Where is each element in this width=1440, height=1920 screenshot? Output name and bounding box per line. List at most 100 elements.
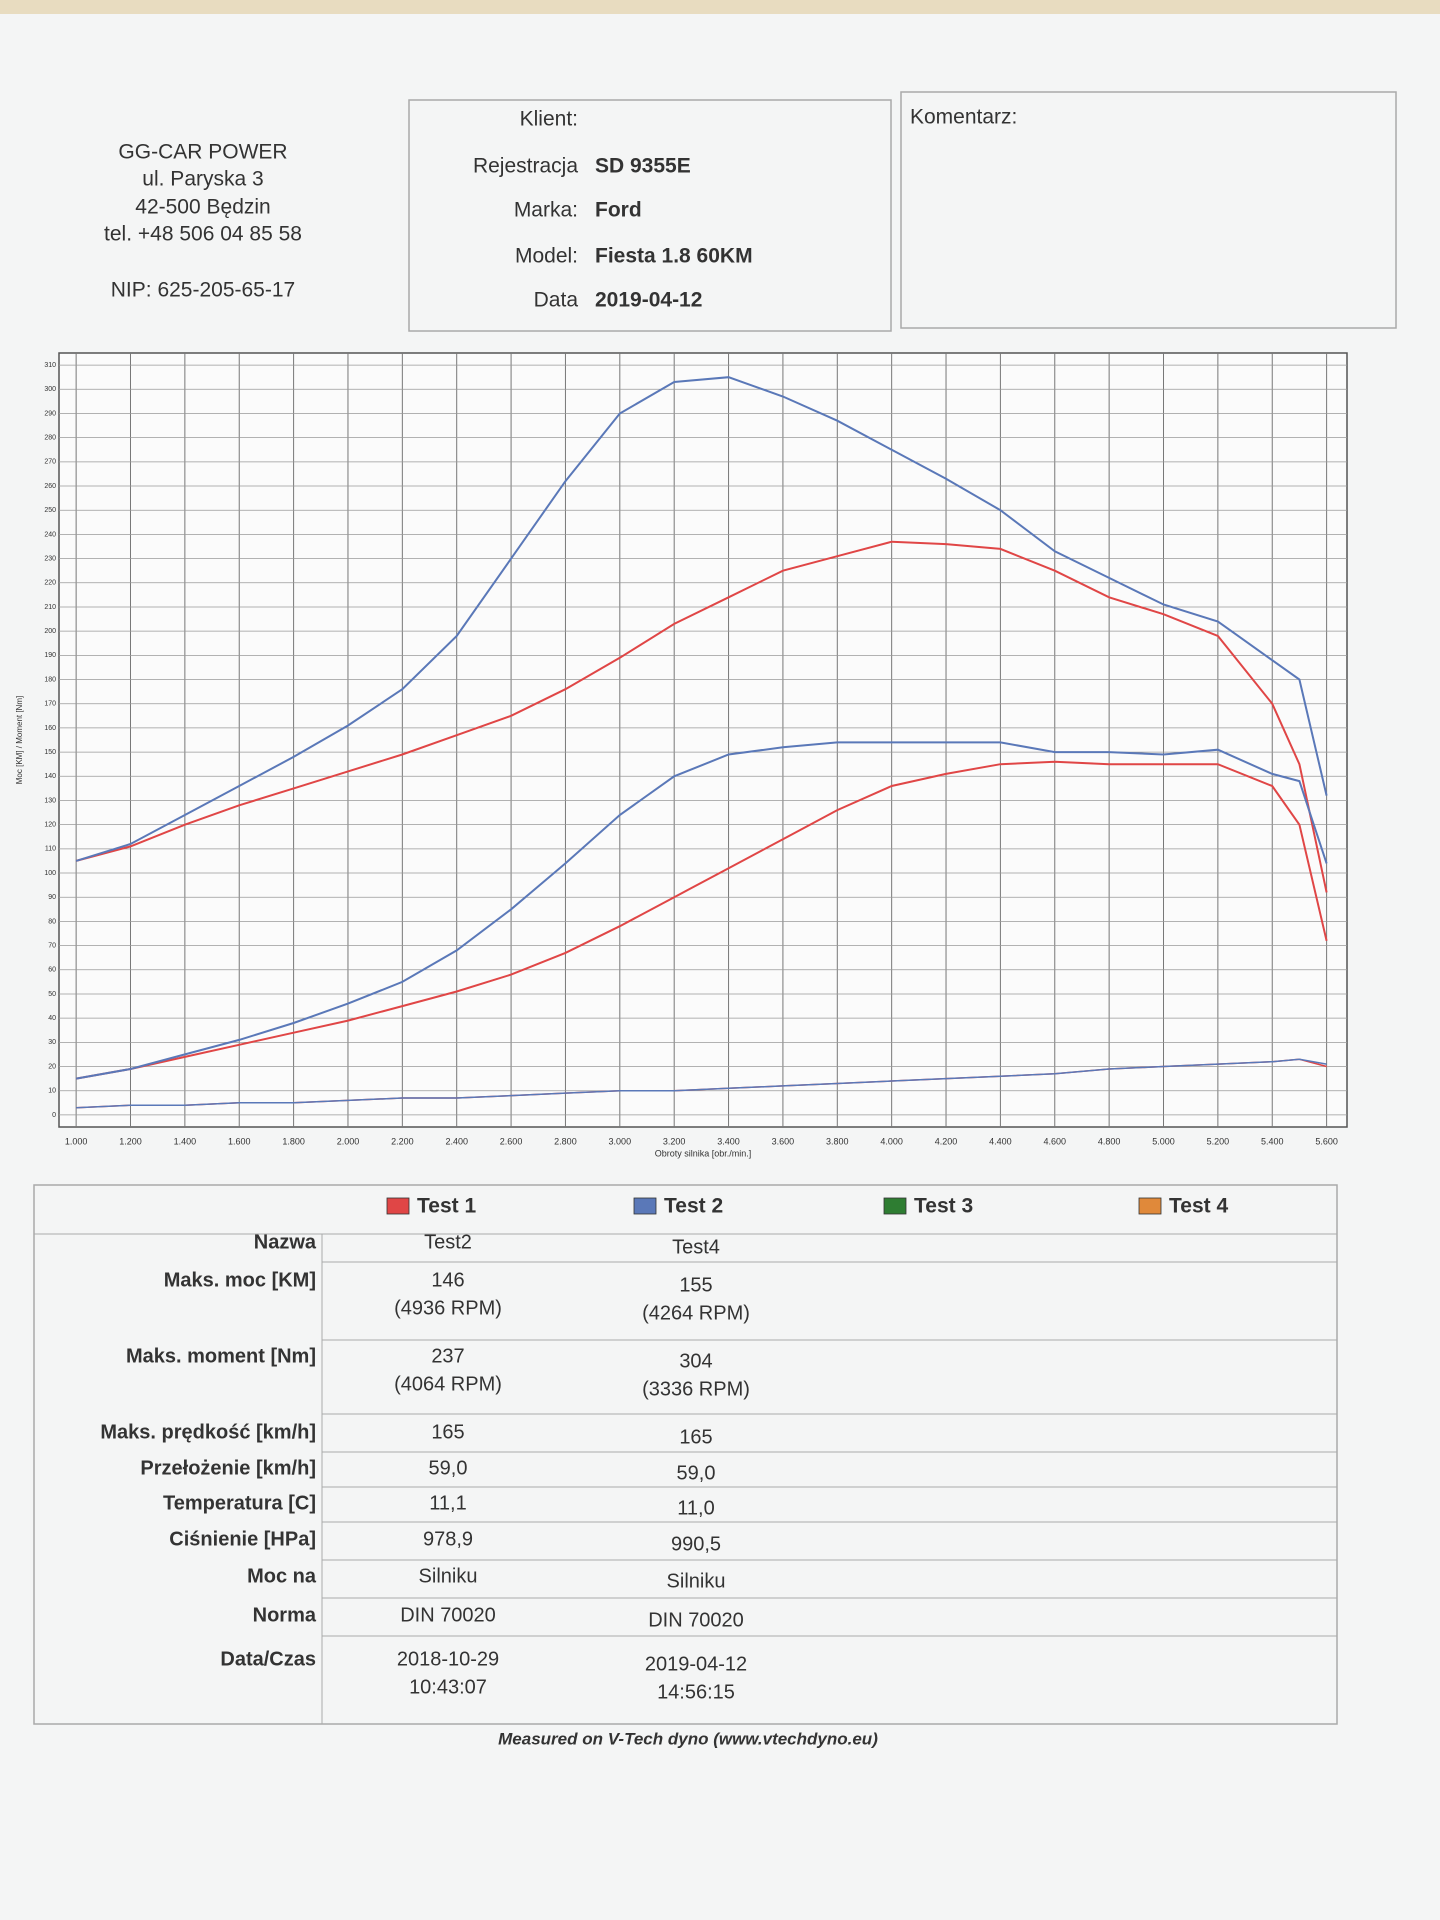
y-axis-label: Moc [KM] / Moment [Nm] — [15, 696, 24, 784]
company-street: ul. Paryska 3 — [142, 168, 263, 191]
table-frame — [33, 1184, 1338, 1725]
comment-label: Komentarz: — [910, 106, 1017, 129]
plot-area — [58, 352, 1348, 1128]
x-tick-label: 2.400 — [445, 1136, 468, 1146]
legend-swatch — [1138, 1197, 1162, 1215]
y-tick-label: 180 — [44, 676, 56, 683]
y-tick-label: 0 — [52, 1112, 56, 1119]
field-label: Klient: — [520, 108, 578, 131]
x-tick-label: 2.200 — [391, 1136, 414, 1146]
x-tick-label: 3.200 — [663, 1136, 686, 1146]
y-tick-label: 140 — [44, 773, 56, 780]
cell-text: 2019-04-12 — [645, 1653, 747, 1675]
cell-text: (3336 RPM) — [642, 1378, 750, 1400]
y-tick-label: 200 — [44, 628, 56, 635]
y-tick-label: 60 — [48, 967, 56, 974]
field-value: Ford — [595, 199, 642, 222]
cell-text: 11,0 — [677, 1497, 714, 1519]
x-tick-label: 4.600 — [1044, 1136, 1067, 1146]
background-strip — [0, 0, 1440, 14]
vehicle-box — [408, 99, 892, 332]
y-tick-label: 150 — [44, 749, 56, 756]
y-tick-label: 90 — [48, 894, 56, 901]
x-tick-label: 3.600 — [772, 1136, 795, 1146]
loss-curve — [76, 1058, 1327, 1109]
x-tick-label: 2.600 — [500, 1136, 523, 1146]
company-phone: tel. +48 506 04 85 58 — [104, 223, 302, 246]
row-label: Przełożenie [km/h] — [140, 1457, 316, 1479]
legend-label: Test 1 — [417, 1195, 476, 1218]
y-tick-label: 210 — [44, 604, 56, 611]
cell-text: (4264 RPM) — [642, 1302, 750, 1324]
y-tick-label: 190 — [44, 652, 56, 659]
comment-box — [900, 91, 1397, 329]
y-tick-label: 170 — [44, 701, 56, 708]
y-tick-label: 290 — [44, 410, 56, 417]
x-tick-label: 3.800 — [826, 1136, 849, 1146]
x-tick-label: 4.000 — [880, 1136, 903, 1146]
x-tick-label: 5.200 — [1207, 1136, 1230, 1146]
cell-text: 59,0 — [677, 1462, 716, 1484]
company-name: GG-CAR POWER — [118, 141, 287, 164]
y-tick-label: 300 — [44, 386, 56, 393]
field-label: Marka: — [514, 199, 578, 222]
field-label: Rejestracja — [473, 155, 578, 178]
x-tick-label: 3.400 — [717, 1136, 740, 1146]
x-tick-label: 5.600 — [1315, 1136, 1338, 1146]
x-tick-label: 4.200 — [935, 1136, 958, 1146]
cell-text: 14:56:15 — [657, 1681, 735, 1703]
cell-text: 990,5 — [671, 1533, 721, 1555]
x-axis-label: Obroty silnika [obr./min.] — [655, 1148, 752, 1158]
field-value: Fiesta 1.8 60KM — [595, 245, 753, 268]
cell-text: 978,9 — [423, 1528, 473, 1550]
power-curve — [75, 760, 1328, 1080]
cell-text: 146 — [431, 1269, 464, 1291]
y-tick-label: 10 — [48, 1088, 56, 1095]
legend-label: Test 2 — [664, 1195, 723, 1218]
cell-text: DIN 70020 — [400, 1604, 496, 1626]
y-tick-label: 120 — [44, 822, 56, 829]
x-tick-label: 4.800 — [1098, 1136, 1121, 1146]
y-tick-label: 20 — [48, 1063, 56, 1070]
x-tick-label: 4.400 — [989, 1136, 1012, 1146]
company-nip: NIP: 625-205-65-17 — [111, 279, 295, 302]
x-tick-label: 5.400 — [1261, 1136, 1284, 1146]
cell-text: 155 — [679, 1274, 712, 1296]
y-tick-label: 240 — [44, 531, 56, 538]
cell-text: Silniku — [667, 1570, 726, 1592]
cell-text: 237 — [431, 1345, 464, 1367]
y-tick-label: 30 — [48, 1039, 56, 1046]
row-label: Maks. prędkość [km/h] — [100, 1421, 316, 1443]
y-tick-label: 270 — [44, 459, 56, 466]
cell-text: 165 — [431, 1421, 464, 1443]
y-tick-label: 110 — [45, 846, 56, 853]
y-tick-label: 100 — [44, 870, 56, 877]
row-label: Data/Czas — [220, 1648, 316, 1670]
power-curve — [75, 741, 1328, 1080]
y-tick-label: 250 — [44, 507, 56, 514]
y-tick-label: 220 — [44, 580, 56, 587]
field-label: Model: — [515, 245, 578, 268]
row-label: Norma — [253, 1604, 317, 1626]
company-city: 42-500 Będzin — [135, 196, 270, 219]
x-tick-label: 5.000 — [1152, 1136, 1175, 1146]
legend-swatch — [633, 1197, 657, 1215]
torque-curve — [75, 376, 1328, 862]
row-label: Nazwa — [254, 1231, 317, 1253]
y-tick-label: 130 — [44, 797, 56, 804]
field-value: 2019-04-12 — [595, 289, 702, 312]
row-label: Moc na — [247, 1565, 317, 1587]
legend-swatch — [883, 1197, 907, 1215]
y-tick-label: 310 — [44, 362, 56, 369]
cell-text: 59,0 — [429, 1457, 468, 1479]
y-tick-label: 160 — [44, 725, 56, 732]
cell-text: 10:43:07 — [409, 1676, 487, 1698]
cell-text: 304 — [679, 1350, 712, 1372]
x-tick-label: 1.000 — [65, 1136, 88, 1146]
cell-text: 11,1 — [429, 1492, 466, 1514]
legend-swatch — [386, 1197, 410, 1215]
field-label: Data — [534, 289, 579, 312]
x-tick-label: 3.000 — [609, 1136, 632, 1146]
